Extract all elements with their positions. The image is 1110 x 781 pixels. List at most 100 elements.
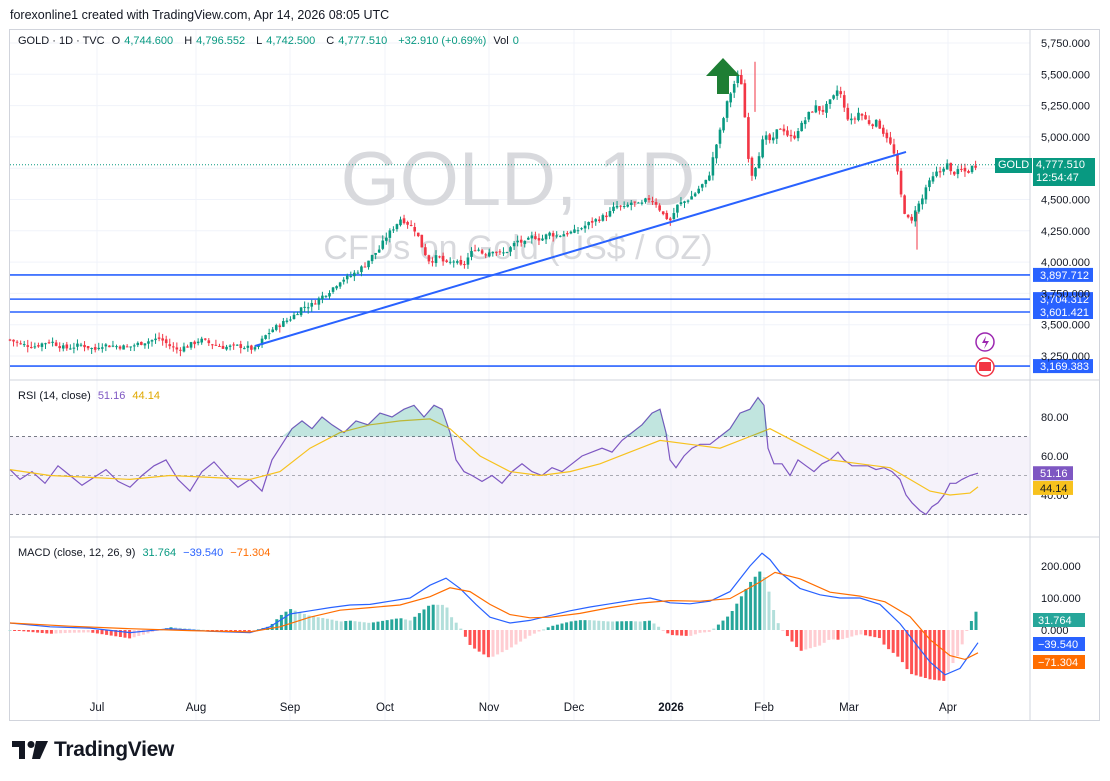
rsi-overbought-fill [442, 409, 450, 437]
macd-histogram-bar [187, 628, 191, 630]
candle-body [129, 346, 132, 348]
price-axis-label: 5,500.000 [1041, 69, 1090, 81]
price-axis-label: 5,750.000 [1041, 38, 1090, 50]
candle-body [118, 346, 122, 349]
candle-body [505, 252, 509, 254]
candle-body [424, 247, 427, 256]
candle-body [789, 134, 793, 137]
rsi-overbought-fill [758, 397, 764, 437]
candle-body [903, 195, 906, 214]
candle-body [725, 101, 729, 118]
rsi-overbought-fill [414, 405, 424, 437]
macd-line [9, 552, 979, 676]
macd-histogram-bar [822, 630, 826, 643]
change-value: +32.910 (+0.69%) [398, 35, 487, 47]
price-axis-label: 5,000.000 [1041, 132, 1090, 144]
candle-body [615, 205, 619, 208]
candle-body [253, 347, 257, 350]
macd-histogram-bar [514, 630, 518, 645]
x-axis-label: Mar [839, 702, 859, 714]
macd-histogram-bar [781, 630, 785, 631]
macd-histogram-bar [445, 607, 449, 630]
candle-body [360, 266, 363, 273]
macd-histogram-bar [703, 630, 707, 633]
macd-histogram-bar [224, 630, 228, 631]
candle-body [367, 260, 370, 268]
support-level-label: 3,704.312 [1040, 294, 1089, 306]
macd-histogram-bar [831, 630, 835, 640]
macd-histogram-bar [325, 618, 329, 630]
macd-histogram-bar [891, 630, 895, 653]
macd-histogram-bar [491, 630, 495, 657]
candle-body [885, 132, 889, 139]
candle-body [534, 236, 537, 239]
candle-body [495, 251, 498, 253]
candle-body [186, 346, 189, 348]
candle-body [569, 231, 573, 234]
candle-body [928, 180, 931, 188]
rising-trendline [254, 150, 907, 347]
macd-histogram-bar [13, 630, 17, 631]
axes: 5,750.0005,500.0005,250.0005,000.0004,75… [1033, 38, 1090, 669]
candle-body [271, 329, 274, 333]
candle-body [761, 139, 764, 158]
candle-body [76, 343, 79, 347]
candle-body [392, 229, 395, 231]
macd-histogram-bar [528, 630, 532, 636]
macd-value-badge [1033, 655, 1085, 669]
macd-histogram-bar [275, 619, 279, 630]
candle-body [917, 203, 921, 212]
watermark: GOLD, 1D CFDs on Gold (US$ / OZ) [323, 137, 712, 267]
candle-body [15, 341, 19, 343]
candle-body [72, 347, 76, 349]
candle-body [480, 250, 484, 254]
rsi-pane [9, 396, 1030, 516]
candle-body [818, 106, 821, 111]
macd-histogram-bar [937, 630, 941, 681]
price-axis-label: 5,250.000 [1041, 101, 1090, 113]
candle-body [782, 128, 786, 132]
watermark-subtitle: CFDs on Gold (US$ / OZ) [323, 229, 712, 267]
candle-body [953, 171, 956, 175]
candle-body [292, 314, 296, 320]
x-axis: Jul Aug Sep Oct Nov Dec 2026 Feb Mar Apr [90, 332, 995, 714]
macd-histogram-bar [749, 581, 753, 630]
rsi-overbought-fill [764, 405, 768, 437]
macd-histogram-bar [220, 630, 224, 631]
candle-body [598, 219, 601, 221]
candle-body [931, 176, 935, 182]
candle-body [566, 233, 569, 235]
candle-body [90, 348, 93, 350]
candle-body [282, 321, 285, 327]
macd-histogram-bar [496, 630, 500, 655]
macd-histogram-bar [772, 610, 776, 630]
macd-histogram-bar [956, 630, 960, 657]
candle-body [388, 230, 392, 238]
candle-body [125, 346, 129, 348]
macd-histogram-bar [348, 620, 352, 630]
candle-body [431, 261, 434, 263]
candle-body [889, 137, 892, 144]
candle-body [289, 319, 292, 321]
macd-value-label: −39.540 [1038, 639, 1078, 651]
macd-histogram-bar [785, 630, 789, 637]
rsi-overbought-fill [720, 428, 730, 437]
candle-body [555, 235, 558, 237]
macd-legend: MACD (close, 12, 26, 9) 31.764 −39.540 −… [18, 547, 271, 559]
candle-body [693, 193, 697, 197]
macd-histogram-bar [339, 621, 343, 630]
candle-body [523, 240, 527, 244]
candle-body [477, 249, 480, 251]
candle-body [498, 251, 502, 253]
macd-histogram-bar [54, 630, 58, 634]
rsi-value-label: 51.16 [1040, 468, 1068, 480]
candle-body [260, 338, 264, 345]
candle-body [448, 261, 452, 263]
macd-histogram-bar [919, 630, 923, 677]
candle-body [413, 227, 416, 232]
macd-histogram-bar [946, 630, 950, 672]
candle-body [239, 344, 243, 348]
candle-body [54, 342, 58, 346]
candle-body [860, 114, 864, 116]
